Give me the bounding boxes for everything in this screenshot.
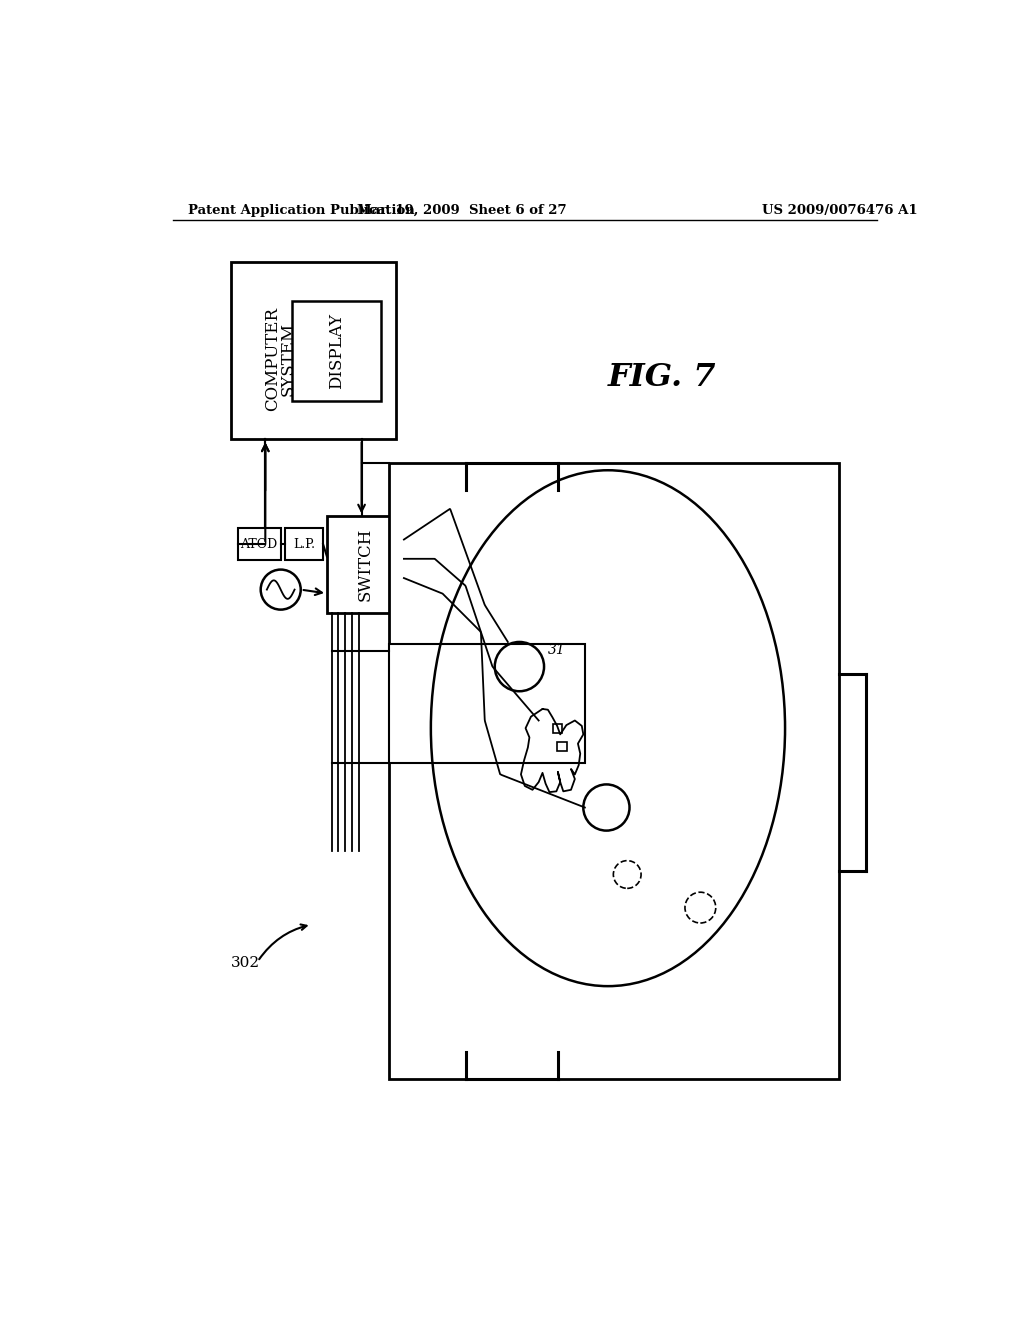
Text: FIG. 7: FIG. 7 — [608, 363, 717, 393]
Bar — [285, 528, 323, 561]
Text: SWITCH: SWITCH — [357, 528, 374, 601]
Bar — [230, 263, 396, 440]
Text: US 2009/0076476 A1: US 2009/0076476 A1 — [762, 205, 918, 218]
Text: 302: 302 — [230, 956, 260, 970]
Bar — [292, 301, 381, 401]
Text: ATOD: ATOD — [241, 537, 278, 550]
Bar — [557, 742, 567, 751]
Text: COMPUTER: COMPUTER — [264, 306, 282, 411]
Bar — [239, 528, 281, 561]
Text: SYSTEM: SYSTEM — [280, 322, 297, 396]
Text: 31: 31 — [548, 643, 565, 656]
Text: L.P.: L.P. — [293, 537, 314, 550]
Text: DISPLAY: DISPLAY — [328, 313, 345, 389]
Text: Patent Application Publication: Patent Application Publication — [188, 205, 415, 218]
Bar — [327, 516, 403, 612]
Bar — [388, 644, 585, 763]
Bar — [553, 725, 562, 733]
Text: Mar. 19, 2009  Sheet 6 of 27: Mar. 19, 2009 Sheet 6 of 27 — [356, 205, 566, 218]
Bar — [388, 462, 839, 1078]
